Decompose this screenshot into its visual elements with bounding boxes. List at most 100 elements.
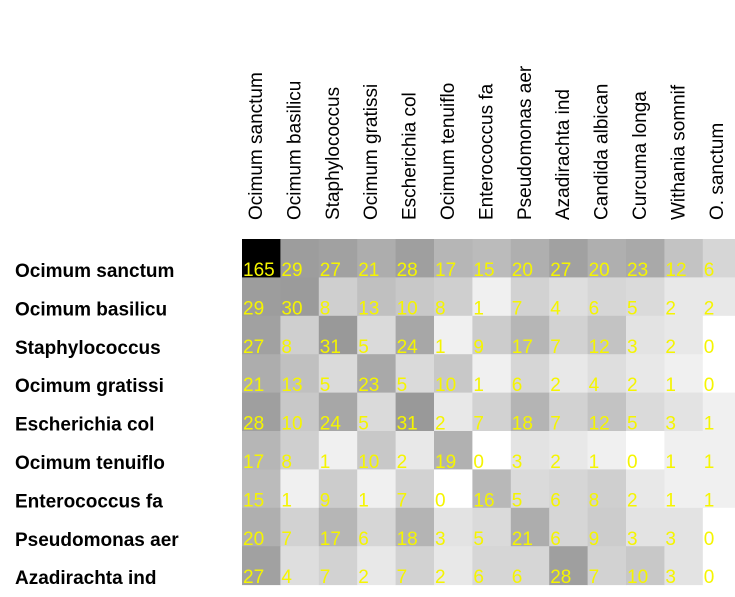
cell-value-label: 3 xyxy=(435,529,446,550)
heatmap-cell xyxy=(626,431,665,470)
cell-value-label: 4 xyxy=(550,298,561,319)
heatmap-cell xyxy=(549,354,589,394)
heatmap-cell xyxy=(626,469,665,509)
heatmap-cell xyxy=(472,546,512,586)
heatmap-cell xyxy=(357,469,397,509)
heatmap-cell xyxy=(434,431,473,470)
cell-value-label: 17 xyxy=(512,337,533,358)
heatmap-cell xyxy=(280,277,320,317)
heatmap-cell xyxy=(434,315,473,355)
heatmap-cell xyxy=(472,354,512,394)
cell-value-label: 24 xyxy=(320,414,342,435)
row-labels: Ocimum sanctum Ocimum basilicu Staphylococ… xyxy=(15,261,179,589)
heatmap-cell xyxy=(549,469,589,509)
heatmap-cell xyxy=(510,469,550,509)
heatmap-cell xyxy=(318,431,358,470)
cell-value-label: 12 xyxy=(665,260,686,281)
cell-value-label: 15 xyxy=(243,490,264,511)
cell-value-label: 1 xyxy=(704,452,715,473)
cell-value-label: 0 xyxy=(704,375,715,396)
cell-value-label: 3 xyxy=(627,529,638,550)
cell-value-label: 6 xyxy=(512,375,523,396)
row-label: Escherichia col xyxy=(15,415,154,436)
cell-value-label: 10 xyxy=(281,414,302,435)
cell-value-label: 1 xyxy=(473,298,484,319)
heatmap-cell xyxy=(587,315,627,355)
cell-value-label: 13 xyxy=(281,375,302,396)
heatmap-cell xyxy=(434,239,473,278)
cell-value-label: 24 xyxy=(397,337,419,358)
heatmap-cell xyxy=(357,507,397,547)
row-label: Ocimum tenuiflo xyxy=(15,453,165,474)
cell-value-label: 2 xyxy=(550,452,561,473)
cell-value-label: 1 xyxy=(435,337,446,358)
heatmap-cell xyxy=(587,469,627,509)
cell-value-label: 7 xyxy=(473,414,484,435)
cell-value-label: 7 xyxy=(550,337,561,358)
cell-value-label: 0 xyxy=(704,337,715,358)
cell-value-label: 10 xyxy=(397,298,418,319)
heatmap-cell xyxy=(510,431,550,470)
heatmap-cell xyxy=(587,546,627,586)
heatmap-cell xyxy=(664,315,704,355)
cell-value-label: 21 xyxy=(512,529,533,550)
heatmap-cell xyxy=(242,277,281,317)
heatmap-cell xyxy=(587,431,627,470)
row-label: Ocimum sanctum xyxy=(15,261,174,282)
heatmap-cell xyxy=(242,239,281,278)
heatmap-cell xyxy=(395,239,435,278)
cell-value-label: 7 xyxy=(550,414,561,435)
cell-value-label: 18 xyxy=(397,529,418,550)
cell-value-label: 13 xyxy=(358,298,379,319)
heatmap-cell xyxy=(549,277,589,317)
heatmap-cell xyxy=(510,239,550,278)
cell-value-label: 28 xyxy=(397,260,418,281)
column-label: Staphylococcus xyxy=(323,87,344,220)
cell-value-label: 8 xyxy=(589,490,600,511)
heatmap-cell xyxy=(434,354,473,394)
heatmap-cell xyxy=(626,277,665,317)
cell-value-label: 5 xyxy=(627,414,638,435)
heatmap-cell xyxy=(702,507,735,547)
cell-value-label: 6 xyxy=(704,260,715,281)
cell-value-label: 8 xyxy=(320,298,331,319)
cell-value-label: 20 xyxy=(243,529,264,550)
heatmap-cell xyxy=(549,546,589,586)
cell-value-label: 9 xyxy=(473,337,484,358)
heatmap-cell xyxy=(318,546,358,586)
cell-value-label: 1 xyxy=(665,452,676,473)
cell-value-label: 0 xyxy=(704,567,715,588)
cell-value-label: 6 xyxy=(358,529,369,550)
cell-value-label: 7 xyxy=(589,567,600,588)
cell-value-label: 10 xyxy=(358,452,379,473)
cell-value-label: 5 xyxy=(358,337,369,358)
heatmap-cell xyxy=(472,277,512,317)
heatmap-cell xyxy=(472,469,512,509)
heatmap-cell xyxy=(664,239,704,278)
heatmap-cell xyxy=(357,431,397,470)
cell-value-label: 0 xyxy=(435,490,446,511)
row-label: Pseudomonas aer xyxy=(15,530,179,551)
heatmap-cell xyxy=(549,239,589,278)
cell-value-label: 17 xyxy=(435,260,456,281)
cell-value-label: 1 xyxy=(665,375,676,396)
cell-value-label: 9 xyxy=(320,490,331,511)
cell-value-label: 2 xyxy=(397,452,408,473)
heatmap-cell xyxy=(549,315,589,355)
cell-value-label: 2 xyxy=(550,375,561,396)
cell-value-label: 20 xyxy=(512,260,533,281)
cell-value-label: 8 xyxy=(281,452,292,473)
cell-value-label: 23 xyxy=(358,375,379,396)
heatmap-cell xyxy=(395,354,435,394)
cell-value-label: 18 xyxy=(512,414,533,435)
cell-value-label: 27 xyxy=(243,567,264,588)
cell-value-label: 2 xyxy=(627,375,638,396)
heatmap-cells xyxy=(242,239,735,586)
heatmap-cell xyxy=(318,277,358,317)
heatmap-cell xyxy=(318,392,358,432)
cell-value-label: 28 xyxy=(550,567,571,588)
column-label: Escherichia col xyxy=(400,92,421,220)
heatmap-cell xyxy=(472,507,512,547)
heatmap-cell xyxy=(472,239,512,278)
